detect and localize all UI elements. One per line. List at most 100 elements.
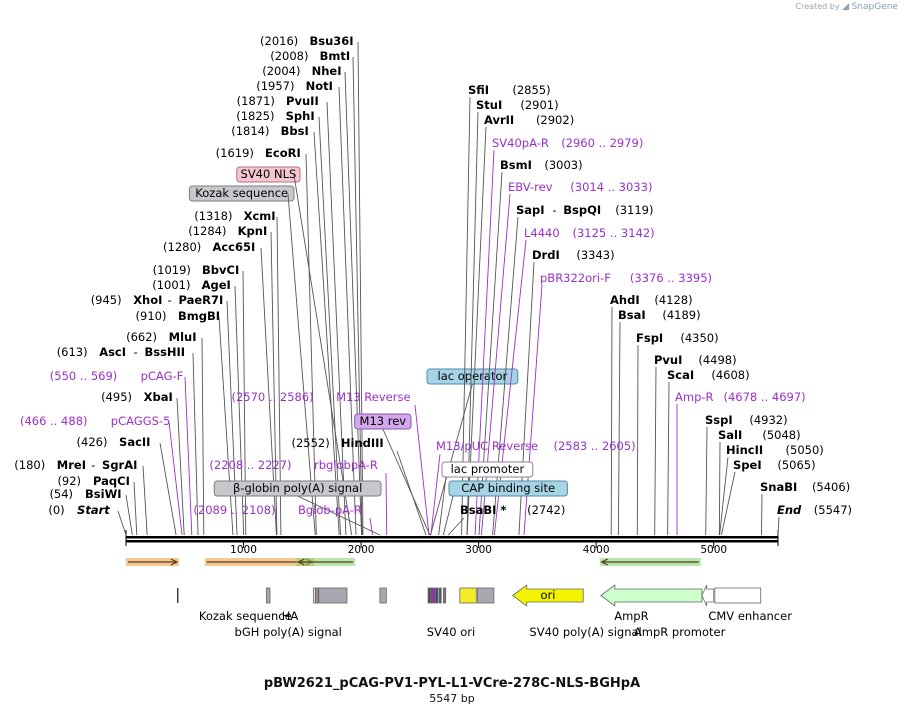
feature-label-lac-operator: lac operator	[438, 369, 508, 383]
position-label: (4189)	[662, 308, 700, 322]
primer-label-bglob-pa-r: Bglob-pA-R	[298, 503, 362, 517]
position-label: (0)	[48, 503, 64, 517]
position-label: (466 .. 488)	[20, 414, 88, 428]
site-connector-line	[636, 344, 639, 536]
site-label-bsmi: BsmI	[500, 158, 532, 172]
feature-label-kozak-sequence: Kozak sequence	[195, 186, 288, 200]
position-label: (5065)	[777, 458, 815, 472]
site-label-ahdi: AhdI	[610, 293, 640, 307]
position-label: (2008)	[270, 49, 308, 63]
site-connector-line	[777, 516, 780, 536]
feature-name-ampr-promoter: AmpR promoter	[634, 625, 726, 639]
site-label-xcmi: XcmI	[244, 209, 276, 223]
site-label-mlui: MluI	[169, 330, 197, 344]
backbone-bottom-strand	[126, 540, 778, 543]
position-label: (4608)	[711, 368, 749, 382]
site-label-fspi: FspI	[636, 331, 663, 345]
position-label: (3003)	[544, 158, 582, 172]
feature-box	[430, 587, 436, 604]
feature-box	[266, 587, 271, 604]
site-label-bbvci: BbvCI	[202, 263, 239, 277]
site-label-bsabi: BsaBI *	[460, 503, 506, 517]
feature-label-box	[441, 461, 534, 478]
position-label: (2960 .. 2979)	[561, 136, 643, 150]
snapgene-credit: Created by ◢ SnapGene	[796, 2, 898, 12]
site-connector-line	[667, 381, 670, 536]
feature-label-box	[448, 480, 568, 497]
site-connector-line	[326, 101, 347, 536]
primer-connector-line	[430, 453, 441, 536]
position-label: (2902)	[536, 113, 574, 127]
site-label-paqci: PaqCI	[93, 474, 130, 488]
site-label-bmti: BmtI	[320, 49, 351, 63]
site-label-bspqi: BspQI	[563, 203, 601, 217]
feature-connector-line	[429, 383, 473, 536]
site-label-paer7i: PaeR7I	[178, 293, 223, 307]
site-label-sspi: SspI	[705, 413, 733, 427]
site-connector-line	[142, 465, 148, 536]
position-label: (92)	[57, 474, 81, 488]
site-connector-line	[447, 517, 465, 536]
site-label-drdi: DrdI	[532, 248, 560, 262]
feature-box	[442, 587, 447, 604]
site-connector-line	[192, 352, 199, 536]
site-label-sfii: SfiI	[468, 83, 489, 97]
site-label-bmgbi: BmgBI	[178, 309, 220, 323]
site-label-avrii: AvrII	[484, 113, 514, 127]
position-label: (910)	[136, 309, 167, 323]
site-connector-line	[133, 481, 138, 536]
feature-box	[435, 587, 439, 604]
position-label: (945)	[91, 293, 122, 307]
site-connector-line	[176, 397, 185, 536]
primer-label-pbr322ori-f: pBR322ori-F	[540, 271, 611, 285]
site-label-sali: SalI	[718, 428, 742, 442]
site-connector-line	[357, 41, 364, 536]
feature-box	[315, 587, 319, 604]
position-label: (550 .. 569)	[50, 369, 118, 383]
site-label-xhoi: XhoI	[133, 293, 162, 307]
site-label-sphi: SphI	[286, 109, 315, 123]
feature-arrow	[600, 584, 703, 607]
position-label: (4350)	[680, 331, 718, 345]
site-label-sacii: SacII	[119, 435, 150, 449]
site-label-xbai: XbaI	[144, 390, 173, 404]
position-label: (2901)	[520, 98, 558, 112]
label-separator: -	[91, 458, 95, 472]
site-connector-line	[117, 510, 127, 536]
position-label: (495)	[101, 390, 132, 404]
site-label-bsu36i: Bsu36I	[309, 34, 353, 48]
primer-connector-line	[184, 376, 193, 536]
feature-label-cap-binding-site: CAP binding site	[461, 481, 555, 495]
plasmid-map: 1000 2000 3000 4000 5000 (2016) Bsu36I(2008) Bm…	[14, 34, 852, 639]
label-separator: -	[134, 345, 138, 359]
site-label-agei: AgeI	[202, 278, 231, 292]
position-label: (3376 .. 3395)	[630, 271, 712, 285]
feature-connector-line	[442, 495, 454, 536]
primer-label-sv40pa-r: SV40pA-R	[492, 136, 549, 150]
feature-name-kozak-sequence: Kozak sequence	[199, 609, 292, 623]
site-connector-line	[234, 285, 245, 536]
plasmid-length: 5547 bp	[429, 692, 475, 705]
primer-label-amp-r: Amp-R	[675, 390, 714, 404]
primer-label-ebv-rev: EBV-rev	[508, 180, 553, 194]
site-label-asci: AscI	[99, 345, 126, 359]
feature-label-globin-poly-a-signal: β-globin poly(A) signal	[233, 481, 362, 495]
feature-box	[438, 587, 442, 604]
site-label-sapi: SapI	[516, 203, 545, 217]
site-label-bsai: BsaI	[618, 308, 646, 322]
primer-label-rbglobpa-r: rbglobpA-R	[314, 458, 378, 472]
position-label: (3014 .. 3033)	[570, 180, 652, 194]
site-label-acc65i: Acc65I	[212, 240, 255, 254]
site-connector-line	[218, 316, 234, 536]
site-connector-line	[720, 471, 736, 536]
position-label: (1280)	[163, 240, 201, 254]
position-label: (2004)	[262, 64, 300, 78]
site-label-pvui: PvuI	[654, 353, 682, 367]
site-connector-line	[338, 86, 357, 536]
position-label: (3119)	[615, 203, 653, 217]
feature-connector-line	[287, 193, 316, 536]
position-label: (5050)	[786, 443, 824, 457]
position-label: (662)	[126, 330, 157, 344]
position-label: (426)	[77, 435, 108, 449]
feature-arrow	[512, 584, 584, 607]
